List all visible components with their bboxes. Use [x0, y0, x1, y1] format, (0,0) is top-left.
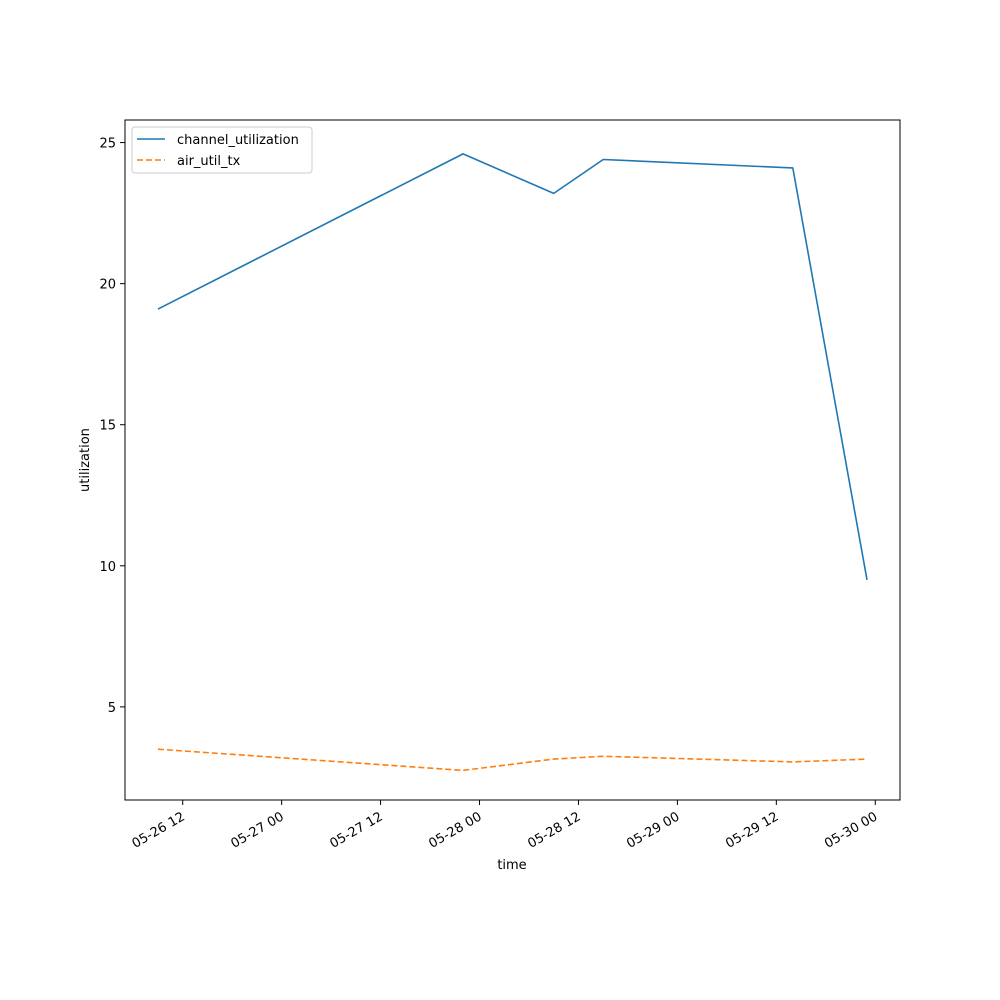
- x-tick-label: 05-27 00: [229, 809, 287, 851]
- y-axis: 5 10 15 20 25: [99, 137, 125, 716]
- series-line-air-util-tx: [157, 748, 868, 772]
- y-tick-label: 25: [99, 137, 116, 152]
- x-axis-label: time: [497, 858, 526, 873]
- y-tick-label: 5: [108, 701, 116, 716]
- legend-label: air_util_tx: [177, 154, 241, 169]
- y-tick-label: 15: [99, 419, 116, 434]
- plot-area: [157, 153, 868, 772]
- x-tick-label: 05-28 12: [525, 809, 583, 851]
- legend: channel_utilization air_util_tx: [131, 126, 313, 174]
- x-tick-label: 05-29 12: [723, 809, 781, 851]
- axes-frame: [124, 119, 901, 801]
- x-axis: 05-26 12 05-27 00 05-27 12 05-28 00 05-28 12…: [130, 800, 880, 852]
- x-tick-label: 05-28 00: [426, 809, 484, 851]
- x-tick-label: 05-30 00: [822, 809, 880, 851]
- legend-label: channel_utilization: [177, 133, 299, 148]
- series-line-channel-utilization: [157, 153, 868, 581]
- legend-box: [131, 126, 313, 174]
- x-tick-label: 05-26 12: [130, 809, 188, 851]
- x-tick-label: 05-27 12: [327, 809, 385, 851]
- x-tick-label: 05-29 00: [624, 809, 682, 851]
- y-tick-label: 10: [99, 560, 116, 575]
- y-axis-label: utilization: [78, 428, 93, 492]
- y-tick-label: 20: [99, 278, 116, 293]
